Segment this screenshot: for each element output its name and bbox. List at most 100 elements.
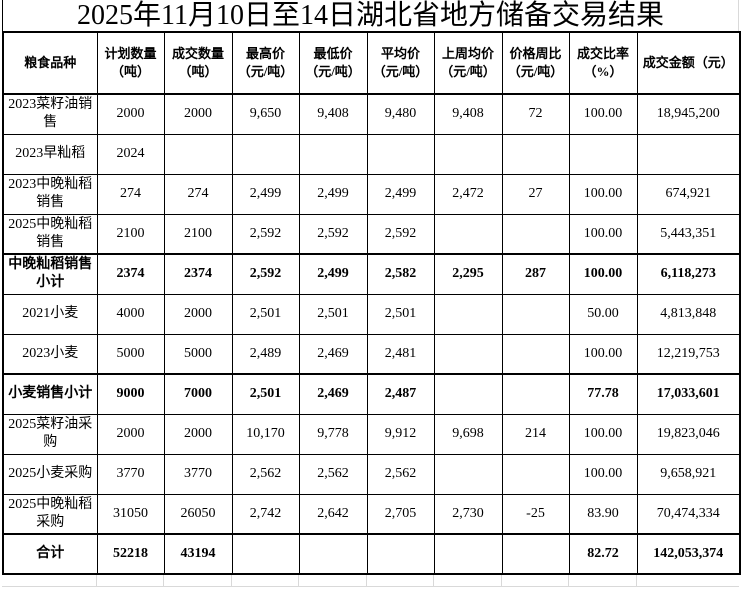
spreadsheet-gridlines xyxy=(2,575,739,587)
table-cell: 2,472 xyxy=(433,173,503,215)
table-cell: 2,592 xyxy=(231,213,300,255)
table-cell: 6,118,273 xyxy=(636,253,741,295)
row-label: 2025中晚籼稻销售 xyxy=(2,213,98,255)
table-row: 2025中晚籼稻销售 2100 2100 2,592 2,592 2,592 100.00 5… xyxy=(2,213,741,255)
table-cell: 2000 xyxy=(163,293,233,335)
table-cell: 2000 xyxy=(96,93,165,135)
table-cell: 5000 xyxy=(163,333,233,375)
trade-results-table: 粮食品种 计划数量 （吨） 成交数量 （吨） 最高价 （元/吨） 最低价 （元/吨） 平均… xyxy=(2,31,741,575)
table-cell: 100.00 xyxy=(568,453,638,495)
table-cell xyxy=(433,373,503,415)
table-cell: 50.00 xyxy=(568,293,638,335)
table-cell: 2,499 xyxy=(298,173,368,215)
table-cell: 2,705 xyxy=(366,493,435,535)
table-cell xyxy=(366,133,435,175)
row-label: 2025中晚籼稻采购 xyxy=(2,493,98,535)
row-label: 2023菜籽油销售 xyxy=(2,93,98,135)
table-cell: 26050 xyxy=(163,493,233,535)
table-cell xyxy=(231,533,300,575)
table-cell: 2100 xyxy=(163,213,233,255)
row-label: 2021小麦 xyxy=(2,293,98,335)
table-cell: 2,592 xyxy=(298,213,368,255)
table-cell: 100.00 xyxy=(568,173,638,215)
table-cell: 100.00 xyxy=(568,93,638,135)
table-cell: 77.78 xyxy=(568,373,638,415)
table-cell: 72 xyxy=(501,93,570,135)
table-cell: 2000 xyxy=(96,413,165,455)
table-cell: 2,487 xyxy=(366,373,435,415)
table-cell: 12,219,753 xyxy=(636,333,741,375)
table-cell: 83.90 xyxy=(568,493,638,535)
table-cell xyxy=(636,133,741,175)
table-cell: 2,489 xyxy=(231,333,300,375)
table-cell: 2,469 xyxy=(298,373,368,415)
table-cell xyxy=(433,293,503,335)
row-label: 2023中晚籼稻销售 xyxy=(2,173,98,215)
table-cell: -25 xyxy=(501,493,570,535)
column-header: 成交数量 （吨） xyxy=(163,31,233,95)
table-cell xyxy=(433,213,503,255)
table-cell: 2374 xyxy=(96,253,165,295)
column-header: 最低价 （元/吨） xyxy=(298,31,368,95)
table-cell xyxy=(433,533,503,575)
table-cell: 2,481 xyxy=(366,333,435,375)
gridline-stub xyxy=(568,575,569,586)
table-cell: 18,945,200 xyxy=(636,93,741,135)
page-title: 2025年11月10日至14日湖北省地方储备交易结果 xyxy=(2,0,739,31)
table-cell: 274 xyxy=(96,173,165,215)
table-cell: 2024 xyxy=(96,133,165,175)
table-cell: 9,408 xyxy=(298,93,368,135)
table-cell: 27 xyxy=(501,173,570,215)
row-label: 2025小麦采购 xyxy=(2,453,98,495)
table-cell: 100.00 xyxy=(568,413,638,455)
table-row: 2023中晚籼稻销售 274 274 2,499 2,499 2,499 2,472 27 10… xyxy=(2,173,741,215)
table-cell: 9,912 xyxy=(366,413,435,455)
table-cell: 2,501 xyxy=(231,373,300,415)
table-header: 粮食品种 计划数量 （吨） 成交数量 （吨） 最高价 （元/吨） 最低价 （元/吨） 平均… xyxy=(2,31,741,95)
table-cell: 2,582 xyxy=(366,253,435,295)
column-header: 价格周比 （元/吨） xyxy=(501,31,570,95)
table-cell: 100.00 xyxy=(568,333,638,375)
table-cell xyxy=(433,133,503,175)
table-cell: 2,499 xyxy=(231,173,300,215)
table-cell: 2,501 xyxy=(298,293,368,335)
table-row: 2025小麦采购 3770 3770 2,562 2,562 2,562 100.00 9,6… xyxy=(2,453,741,495)
row-label: 2023小麦 xyxy=(2,333,98,375)
table-cell: 9,778 xyxy=(298,413,368,455)
table-cell: 5000 xyxy=(96,333,165,375)
gridline-stub xyxy=(366,575,367,586)
table-cell: 9,658,921 xyxy=(636,453,741,495)
gridline-stub xyxy=(96,575,97,586)
table-cell: 2,592 xyxy=(231,253,300,295)
table-cell: 100.00 xyxy=(568,253,638,295)
column-header: 粮食品种 xyxy=(2,31,98,95)
table-cell xyxy=(501,293,570,335)
table-cell xyxy=(298,133,368,175)
table-row: 2025菜籽油采购 2000 2000 10,170 9,778 9,912 9,698 21… xyxy=(2,413,741,455)
table-cell: 2,562 xyxy=(298,453,368,495)
table-cell: 214 xyxy=(501,413,570,455)
row-label: 2023早籼稻 xyxy=(2,133,98,175)
subtotal-row: 中晚籼稻销售小计 2374 2374 2,592 2,499 2,582 2,295 287 1… xyxy=(2,253,741,295)
table-cell: 2,295 xyxy=(433,253,503,295)
table-cell: 2,730 xyxy=(433,493,503,535)
table-row: 2023早籼稻 2024 xyxy=(2,133,741,175)
table-cell: 2000 xyxy=(163,413,233,455)
table-cell: 52218 xyxy=(96,533,165,575)
table-cell: 2374 xyxy=(163,253,233,295)
table-cell: 2000 xyxy=(163,93,233,135)
table-cell: 2,562 xyxy=(366,453,435,495)
table-cell: 274 xyxy=(163,173,233,215)
table-cell: 4,813,848 xyxy=(636,293,741,335)
table-cell: 100.00 xyxy=(568,213,638,255)
table-cell: 31050 xyxy=(96,493,165,535)
table-cell: 2,501 xyxy=(231,293,300,335)
table-cell: 3770 xyxy=(96,453,165,495)
table-cell: 2,592 xyxy=(366,213,435,255)
table-cell: 287 xyxy=(501,253,570,295)
table-cell xyxy=(501,373,570,415)
column-header: 计划数量 （吨） xyxy=(96,31,165,95)
row-label: 合计 xyxy=(2,533,98,575)
gridline-stub xyxy=(501,575,502,586)
